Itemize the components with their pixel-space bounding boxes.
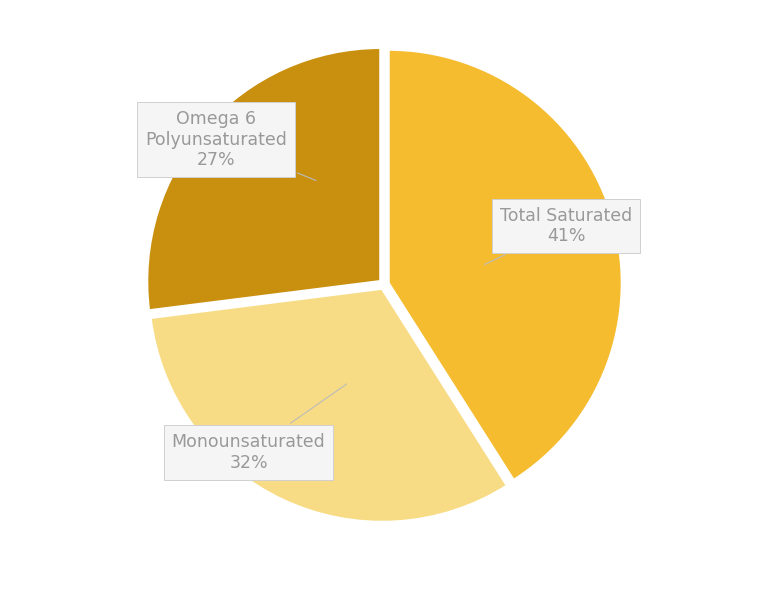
Wedge shape bbox=[389, 50, 622, 480]
Text: Total Saturated
41%: Total Saturated 41% bbox=[485, 207, 632, 265]
Text: Monounsaturated
32%: Monounsaturated 32% bbox=[172, 384, 346, 472]
Wedge shape bbox=[147, 48, 380, 310]
Text: Omega 6
Polyunsaturated
27%: Omega 6 Polyunsaturated 27% bbox=[145, 110, 316, 181]
Wedge shape bbox=[151, 288, 507, 522]
